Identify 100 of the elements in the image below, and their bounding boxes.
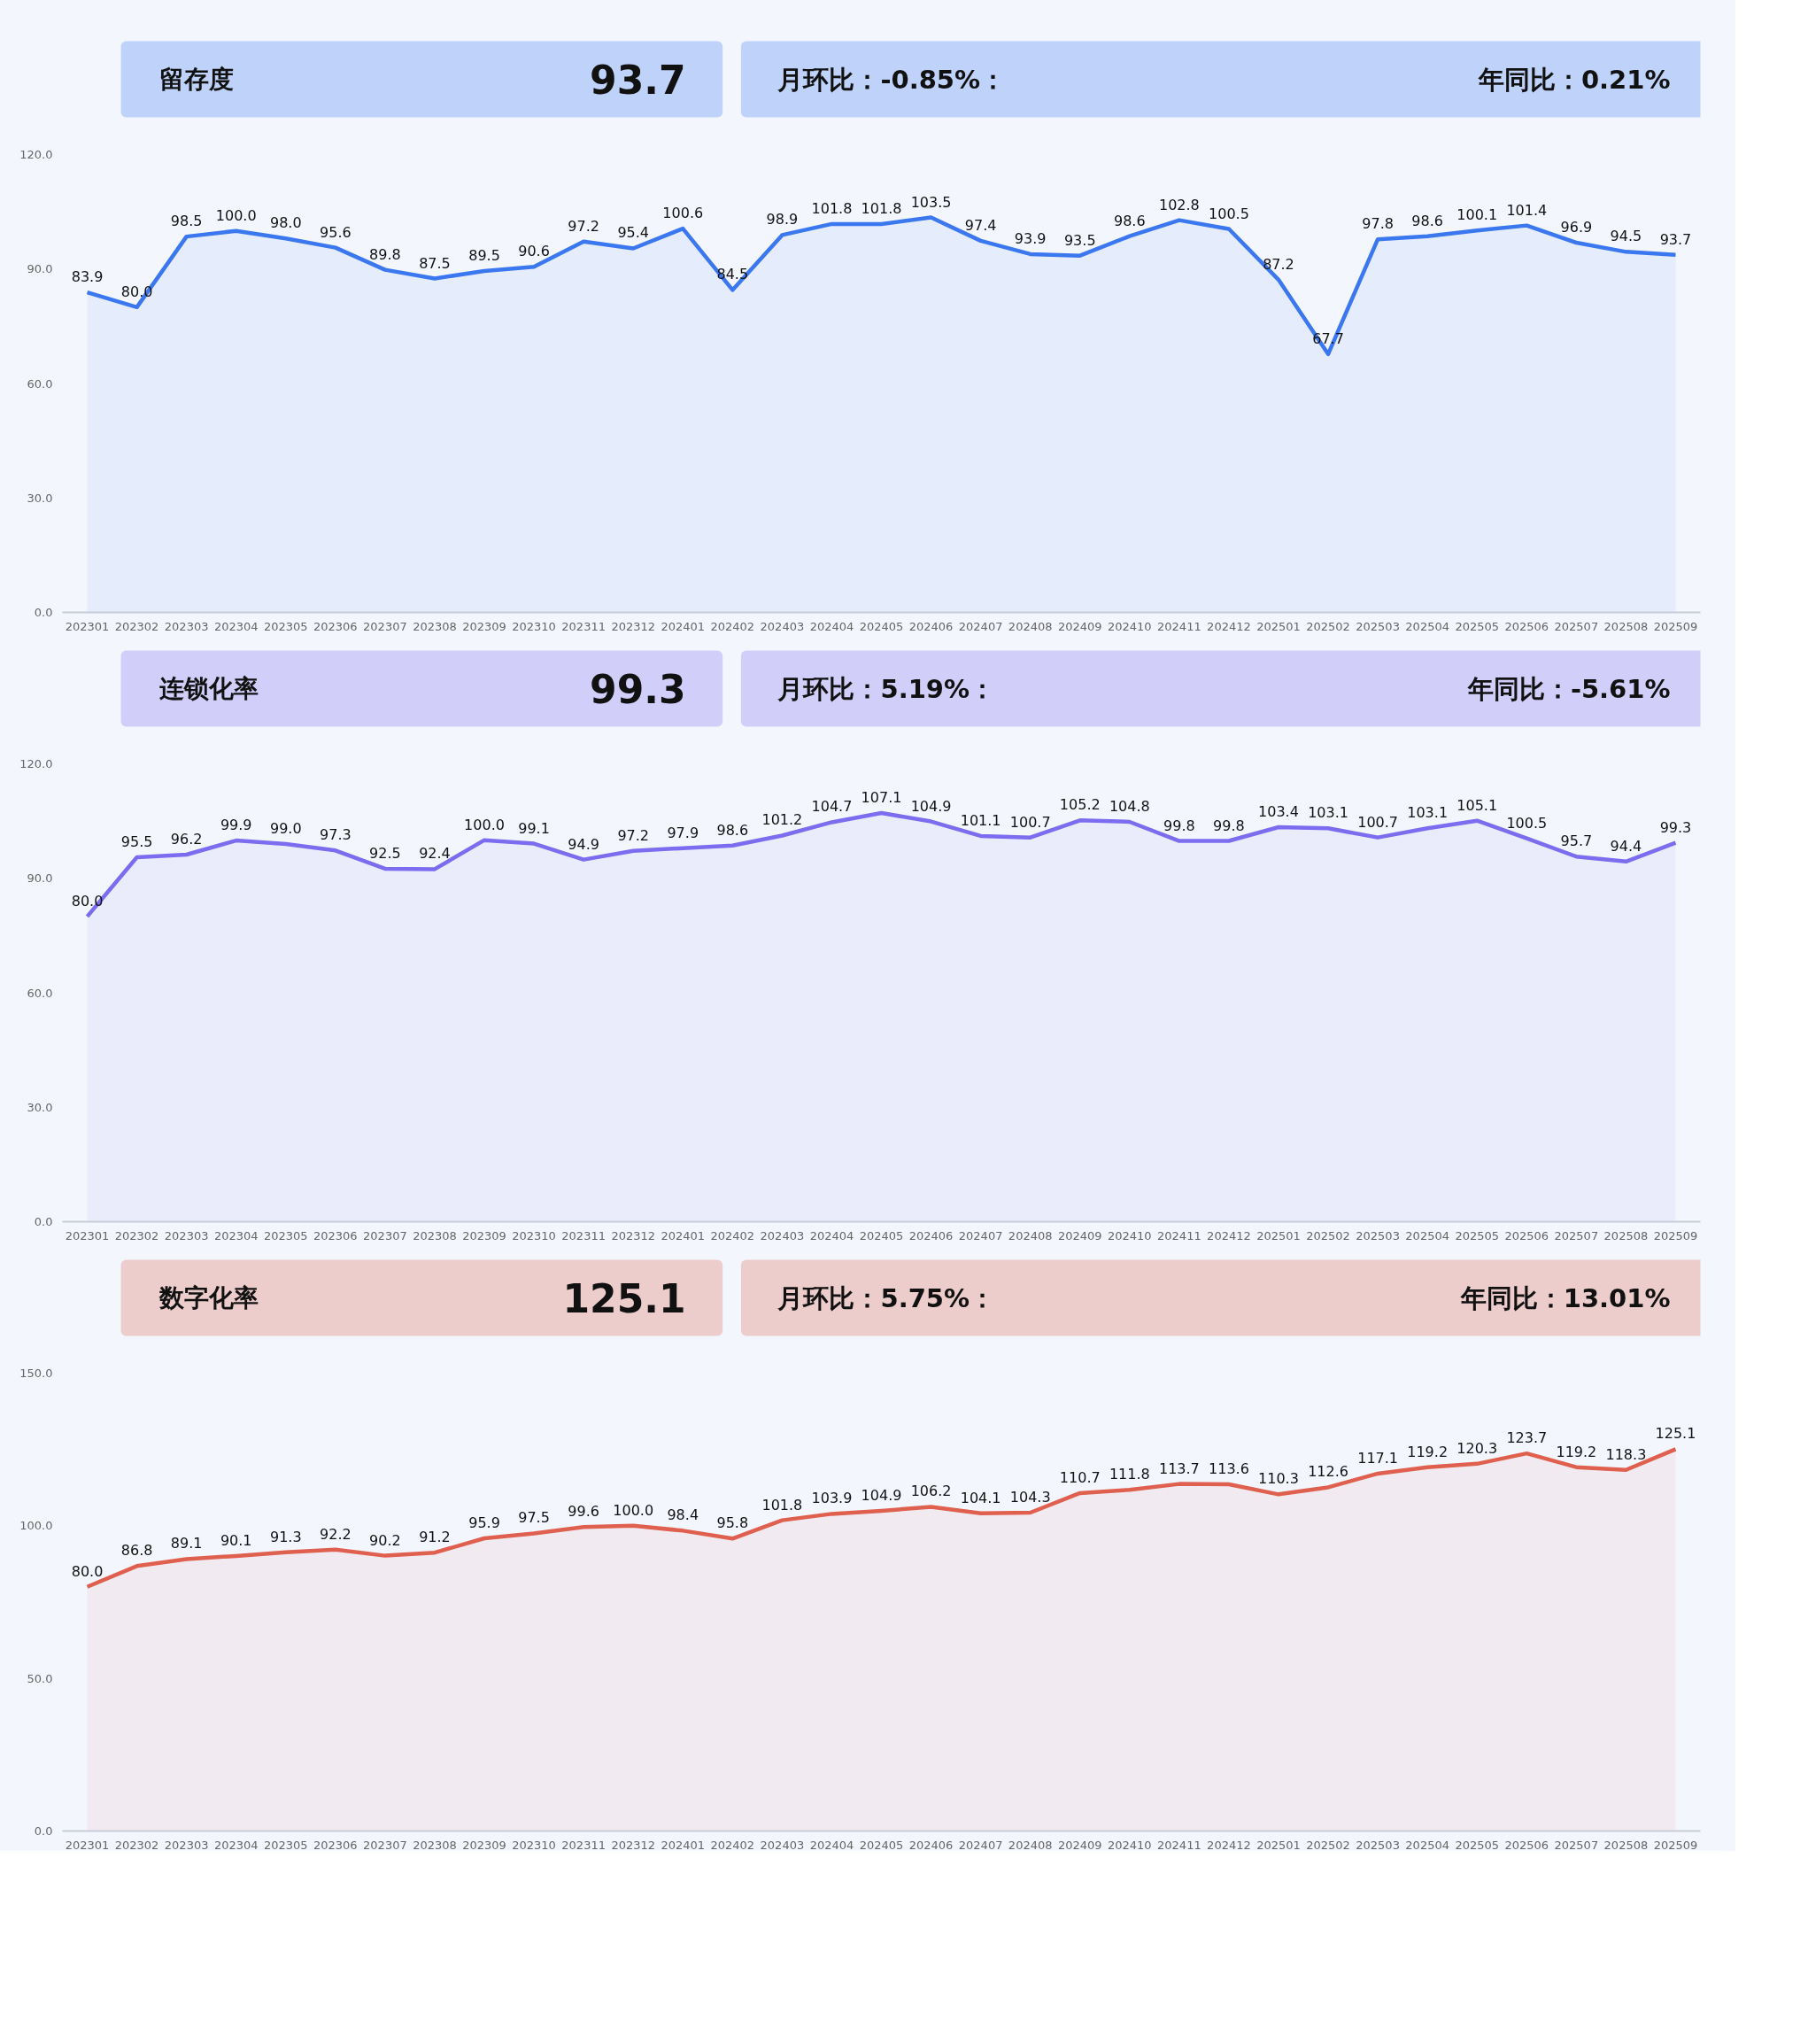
data-label: 93.7 xyxy=(1659,230,1692,248)
data-label: 104.3 xyxy=(1009,1489,1051,1506)
data-label: 98.5 xyxy=(170,213,203,230)
text: 月环比：5.75%： xyxy=(777,1282,996,1313)
text: 月环比：-0.85%： xyxy=(777,64,1007,95)
x-tick-label: 202410 xyxy=(1107,1228,1152,1243)
x-tick-label: 202508 xyxy=(1603,619,1649,633)
data-label: 99.6 xyxy=(568,1503,599,1521)
data-label: 104.7 xyxy=(811,798,853,816)
y-tick-label: 120.0 xyxy=(19,757,53,770)
x-tick-label: 202508 xyxy=(1603,1838,1649,1852)
x-tick-label: 202304 xyxy=(213,1228,259,1243)
data-label: 91.3 xyxy=(269,1528,302,1545)
x-tick-label: 202404 xyxy=(809,619,854,633)
data-label: 100.1 xyxy=(1456,206,1498,224)
data-label: 95.4 xyxy=(617,224,650,242)
data-label: 95.9 xyxy=(468,1514,500,1531)
y-tick-label: 150.0 xyxy=(19,1367,53,1380)
x-tick-label: 202505 xyxy=(1455,619,1500,633)
data-label: 90.1 xyxy=(220,1531,252,1549)
x-tick-label: 202409 xyxy=(1057,1838,1102,1852)
text: 月环比：5.19%： xyxy=(777,673,996,704)
text: 年同比：-5.61% xyxy=(1466,673,1671,704)
data-label: 98.6 xyxy=(716,821,749,839)
x-tick-label: 202302 xyxy=(114,619,159,633)
x-tick-label: 202409 xyxy=(1057,619,1102,633)
x-tick-label: 202312 xyxy=(611,1228,656,1243)
data-label: 95.6 xyxy=(320,223,352,241)
text: 125.1 xyxy=(562,1276,686,1321)
x-tick-label: 202509 xyxy=(1653,1838,1698,1852)
data-label: 92.2 xyxy=(320,1525,352,1543)
data-label: 98.0 xyxy=(269,214,302,232)
data-label: 103.1 xyxy=(1308,804,1348,822)
x-tick-label: 202304 xyxy=(213,619,259,633)
x-tick-label: 202501 xyxy=(1256,1228,1301,1243)
x-tick-label: 202505 xyxy=(1455,1228,1500,1243)
x-tick-label: 202311 xyxy=(561,1228,606,1243)
data-label: 110.3 xyxy=(1258,1470,1299,1488)
x-tick-label: 202306 xyxy=(313,619,358,633)
data-label: 80.0 xyxy=(71,1562,104,1580)
data-label: 119.2 xyxy=(1556,1443,1597,1460)
text: 93.7 xyxy=(590,58,686,103)
chart-title: 留存度 xyxy=(158,65,234,94)
data-label: 89.1 xyxy=(170,1535,203,1552)
y-tick-label: 120.0 xyxy=(19,148,53,161)
data-label: 87.2 xyxy=(1263,255,1294,273)
data-label: 102.8 xyxy=(1158,196,1200,213)
x-tick-label: 202306 xyxy=(313,1838,358,1852)
y-tick-label: 60.0 xyxy=(27,376,53,391)
x-tick-label: 202311 xyxy=(561,1838,606,1852)
data-label: 95.5 xyxy=(120,833,153,851)
data-label: 96.9 xyxy=(1560,219,1593,236)
x-tick-label: 202403 xyxy=(760,619,805,633)
x-tick-label: 202503 xyxy=(1356,619,1400,633)
x-tick-label: 202307 xyxy=(363,1228,407,1243)
data-label: 104.1 xyxy=(960,1489,1001,1506)
data-label: 100.5 xyxy=(1506,814,1548,832)
x-tick-label: 202412 xyxy=(1207,619,1251,633)
data-label: 125.1 xyxy=(1655,1425,1696,1443)
x-tick-label: 202311 xyxy=(561,619,606,633)
x-tick-label: 202305 xyxy=(263,1228,308,1243)
x-tick-label: 202310 xyxy=(512,619,556,633)
data-label: 101.8 xyxy=(861,199,902,217)
x-tick-label: 202312 xyxy=(611,619,656,633)
data-label: 98.4 xyxy=(667,1506,699,1524)
data-label: 103.5 xyxy=(910,193,952,211)
data-label: 99.8 xyxy=(1213,817,1245,834)
data-label: 113.7 xyxy=(1158,1459,1200,1477)
data-label: 83.9 xyxy=(71,268,104,286)
data-label: 104.9 xyxy=(861,1486,902,1504)
x-tick-label: 202408 xyxy=(1008,1228,1053,1243)
x-tick-label: 202401 xyxy=(661,1228,706,1243)
data-label: 97.4 xyxy=(964,216,997,234)
y-tick-label: 0.0 xyxy=(34,1215,53,1228)
x-tick-label: 202407 xyxy=(958,619,1003,633)
data-label: 117.1 xyxy=(1357,1449,1399,1467)
data-label: 86.8 xyxy=(120,1542,153,1560)
x-tick-label: 202410 xyxy=(1107,1838,1152,1852)
data-label: 93.5 xyxy=(1063,231,1096,249)
x-tick-label: 202412 xyxy=(1207,1838,1251,1852)
x-tick-label: 202309 xyxy=(462,1838,506,1852)
x-tick-label: 202507 xyxy=(1554,1838,1599,1852)
x-tick-label: 202408 xyxy=(1008,1838,1053,1852)
data-label: 89.8 xyxy=(369,245,401,263)
data-label: 96.2 xyxy=(170,831,203,848)
data-label: 99.0 xyxy=(269,819,302,837)
x-tick-label: 202502 xyxy=(1306,619,1350,633)
data-label: 112.6 xyxy=(1308,1463,1348,1481)
data-label: 118.3 xyxy=(1605,1445,1647,1463)
data-label: 111.8 xyxy=(1109,1466,1150,1483)
x-tick-label: 202403 xyxy=(760,1838,805,1852)
x-tick-label: 202407 xyxy=(958,1228,1003,1243)
data-label: 106.2 xyxy=(910,1483,952,1500)
data-label: 98.6 xyxy=(1113,212,1146,229)
x-tick-label: 202402 xyxy=(710,1838,755,1852)
data-label: 100.0 xyxy=(464,816,505,833)
y-tick-label: 0.0 xyxy=(34,1824,53,1838)
data-label: 94.5 xyxy=(1610,228,1642,245)
data-label: 101.4 xyxy=(1506,201,1548,219)
x-tick-label: 202507 xyxy=(1554,1228,1599,1243)
